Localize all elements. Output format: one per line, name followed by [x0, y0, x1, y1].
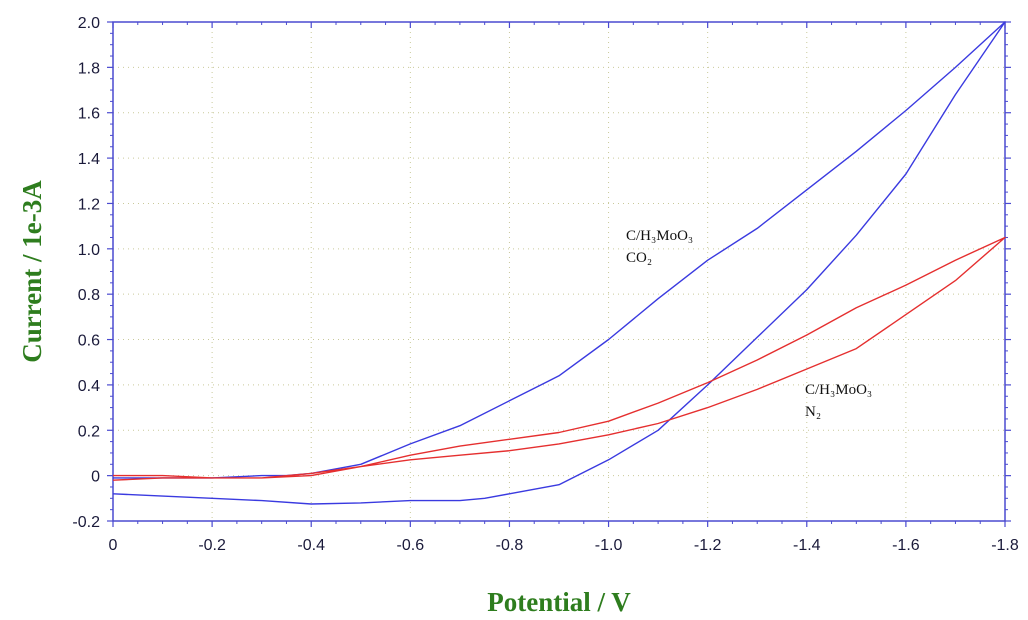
series-group [112, 21, 1006, 505]
y-tick-label: 1.6 [78, 106, 100, 123]
y-tick-label: 0.8 [78, 287, 100, 304]
series-line-1 [112, 21, 1006, 505]
series-line-2 [112, 236, 1006, 481]
annotation-n2-gas: N₂ [805, 404, 821, 420]
x-axis-title: Potential / V [487, 587, 631, 617]
y-tick-label: 0 [91, 469, 100, 486]
annotation-co2-label: C/H₃MoO₃ [626, 228, 693, 244]
x-tick-label: -0.8 [496, 537, 524, 554]
y-tick-label: 1.0 [78, 242, 100, 259]
x-tick-label: 0 [109, 537, 118, 554]
y-tick-label: -0.2 [72, 514, 100, 531]
x-tick-label: -0.6 [397, 537, 425, 554]
x-tick-label: -1.4 [793, 537, 821, 554]
y-tick-label: 0.6 [78, 333, 100, 350]
y-axis-title: Current / 1e-3A [17, 180, 47, 363]
x-tick-label: -1.2 [694, 537, 722, 554]
x-tick-label: -0.4 [297, 537, 325, 554]
x-tick-label: -0.2 [198, 537, 226, 554]
y-tick-label: 0.4 [78, 378, 100, 395]
y-tick-label: 2.0 [78, 15, 100, 32]
y-tick-label: 1.8 [78, 60, 100, 77]
annotation-n2-label: C/H₃MoO₃ [805, 382, 872, 398]
grid [113, 22, 1005, 521]
y-tick-label: 0.2 [78, 423, 100, 440]
x-tick-labels: 0 -0.2 -0.4 -0.6 -0.8 -1.0 -1.2 -1.4 -1.6 -1.8 [109, 537, 1019, 554]
x-tick-label: -1.6 [892, 537, 920, 554]
plot-frame [112, 21, 1006, 522]
x-tick-label: -1.8 [991, 537, 1019, 554]
axis-ticks [107, 21, 1011, 527]
y-tick-label: 1.4 [78, 151, 100, 168]
y-tick-labels: -0.2 0 0.2 0.4 0.6 0.8 1.0 1.2 1.4 1.6 1.8 2.0 [72, 15, 100, 531]
y-tick-label: 1.2 [78, 196, 100, 213]
annotation-co2-gas: CO₂ [626, 250, 652, 266]
x-tick-label: -1.0 [595, 537, 623, 554]
